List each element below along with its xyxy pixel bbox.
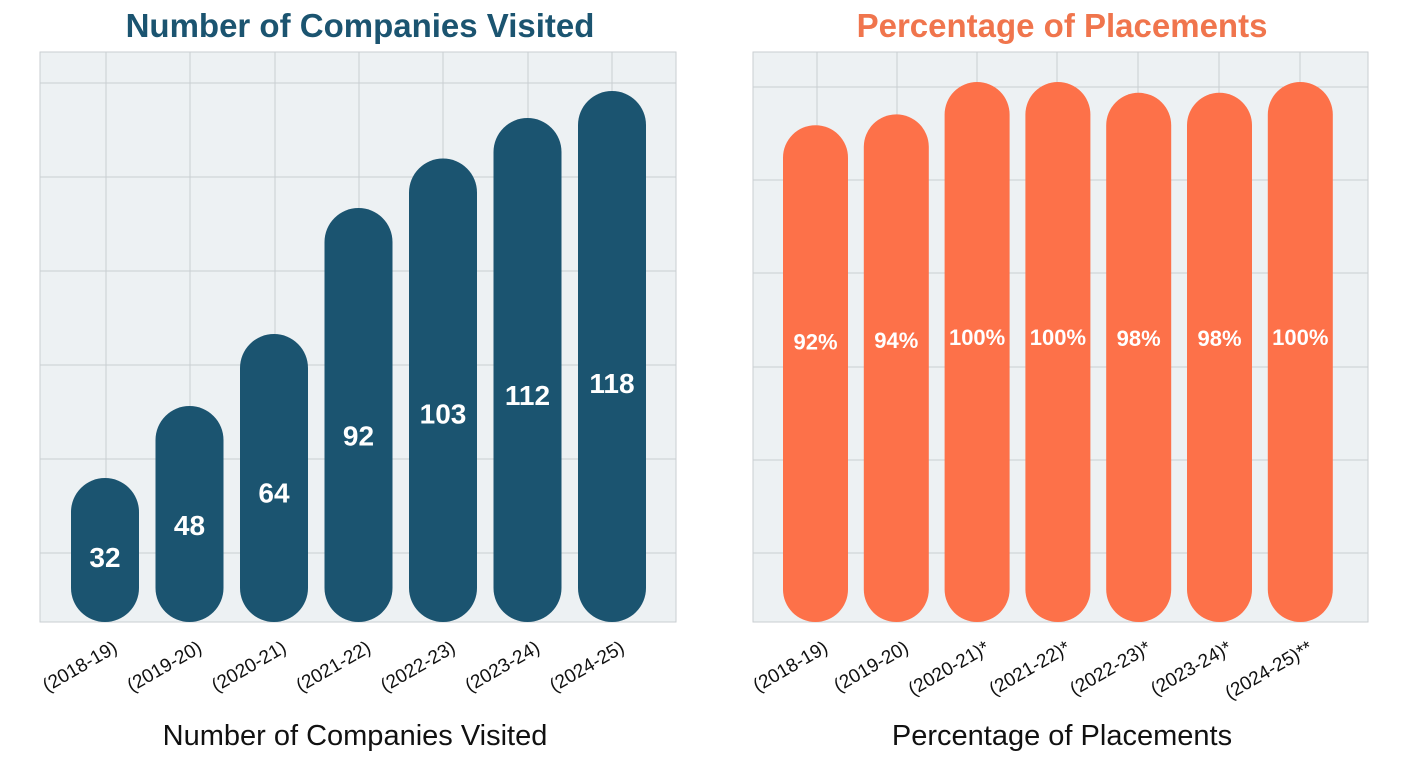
placements-bar xyxy=(1187,92,1252,623)
companies-value-label: 92 xyxy=(343,421,374,452)
placements-value-label: 100% xyxy=(1030,325,1086,350)
placements-bar xyxy=(1025,82,1091,622)
placements-x-tick-label: (2024-25)** xyxy=(1222,637,1317,704)
companies-value-label: 64 xyxy=(258,477,290,508)
placements-chart: Percentage of Placements 92% 94% 100% 100% 9… xyxy=(750,7,1369,752)
placements-value-label: 98% xyxy=(1117,326,1161,351)
placements-value-label: 94% xyxy=(874,328,918,353)
placements-bar xyxy=(1106,92,1172,623)
companies-bar xyxy=(155,406,224,622)
companies-x-tick-label: (2020-21) xyxy=(208,637,290,696)
companies-bar xyxy=(240,334,308,622)
placements-x-axis-label: Percentage of Placements xyxy=(892,720,1232,752)
placements-x-tick-label: (2018-19) xyxy=(750,637,832,696)
placements-x-tick-label: (2019-20) xyxy=(831,637,913,696)
companies-value-label: 32 xyxy=(89,542,120,573)
placements-bar xyxy=(783,125,848,622)
companies-x-tick-label: (2021-22) xyxy=(293,637,375,696)
companies-x-axis-label: Number of Companies Visited xyxy=(163,720,548,752)
companies-value-label: 48 xyxy=(174,510,205,541)
companies-value-label: 118 xyxy=(589,368,634,399)
companies-x-tick-label: (2023-24) xyxy=(462,637,544,696)
companies-value-label: 112 xyxy=(505,380,550,411)
companies-bar xyxy=(324,208,393,622)
companies-bar xyxy=(409,158,477,622)
companies-bar xyxy=(71,478,139,622)
placements-bar xyxy=(1267,82,1333,622)
companies-chart: Number of Companies Visited 32 48 64 92 103 1… xyxy=(39,7,677,752)
placements-bar xyxy=(863,114,929,623)
companies-x-tick-label: (2019-20) xyxy=(124,637,206,696)
placements-chart-title: Percentage of Placements xyxy=(857,7,1268,44)
placements-bar xyxy=(944,82,1010,622)
companies-bar xyxy=(578,91,646,622)
placements-x-tick-label: (2023-24)* xyxy=(1147,637,1236,700)
placements-x-tick-label: (2021-22)* xyxy=(986,637,1075,700)
placements-value-label: 100% xyxy=(1272,325,1328,350)
companies-bar xyxy=(493,118,562,622)
placements-value-label: 98% xyxy=(1197,326,1241,351)
companies-value-label: 103 xyxy=(420,398,467,429)
placements-value-label: 92% xyxy=(793,329,837,354)
placements-x-tick-label: (2020-21)* xyxy=(905,637,994,700)
companies-x-tick-label: (2018-19) xyxy=(39,637,121,696)
placements-x-tick-label: (2022-23)* xyxy=(1067,637,1156,700)
companies-x-tick-label: (2022-23) xyxy=(377,637,459,696)
companies-chart-title: Number of Companies Visited xyxy=(126,7,595,44)
placements-value-label: 100% xyxy=(949,325,1005,350)
companies-x-tick-label: (2024-25) xyxy=(546,637,628,696)
